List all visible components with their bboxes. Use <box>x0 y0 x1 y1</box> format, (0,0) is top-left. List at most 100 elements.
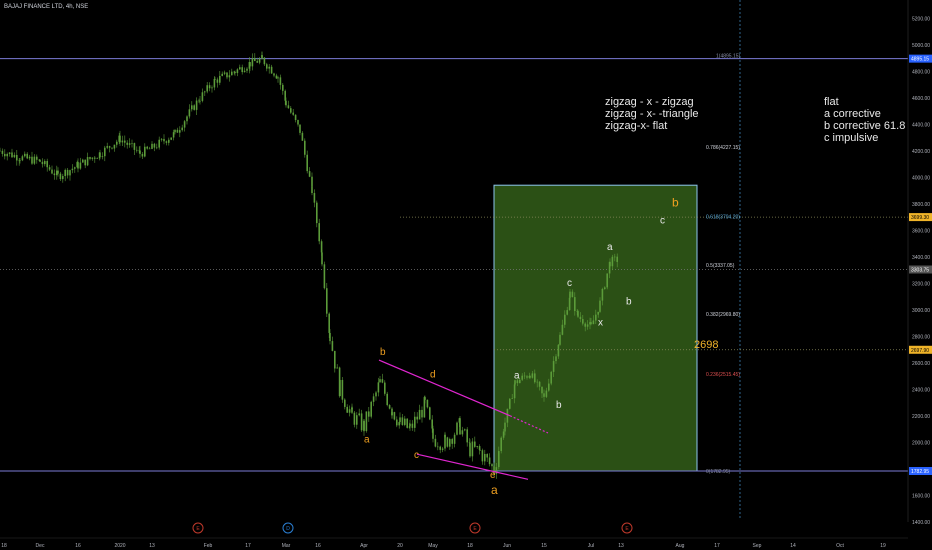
candle-body <box>13 154 16 158</box>
candle-body <box>170 137 172 140</box>
event-marker-label: E <box>196 526 200 532</box>
candle-body <box>126 142 128 145</box>
candle-body <box>144 146 146 157</box>
candle-body <box>586 324 589 327</box>
candle-body <box>24 153 26 157</box>
target-price-label: 2698 <box>694 339 718 351</box>
candle-body <box>228 75 231 78</box>
x-tick-label: Sep <box>753 543 762 549</box>
candle-body <box>236 69 239 74</box>
fib-level-label: 0.5(3337.05) <box>706 263 735 269</box>
candle-body <box>491 464 493 467</box>
candle-body <box>498 451 500 468</box>
candle-body <box>339 380 341 397</box>
candle-body <box>571 291 574 298</box>
event-marker <box>621 522 633 534</box>
candle-body <box>358 413 360 416</box>
candle-body <box>119 135 121 143</box>
candles <box>0 51 618 479</box>
candle-body <box>564 314 566 325</box>
x-tick-label: Jun <box>503 543 511 549</box>
candle-body <box>574 297 576 312</box>
candle-body <box>214 78 216 80</box>
price-badge-label: 3699.30 <box>911 215 929 221</box>
candle-body <box>270 66 273 74</box>
x-tick-label: 2020 <box>114 543 125 549</box>
candle-body <box>311 176 313 187</box>
target-box <box>493 184 698 472</box>
candle-body <box>294 114 297 121</box>
price-badge <box>909 265 932 274</box>
fib-level-label: 0.786(4227.15) <box>706 145 740 151</box>
candle-body <box>99 152 101 158</box>
candle-body <box>4 153 6 157</box>
candle-body <box>529 375 531 378</box>
candle-body <box>341 380 344 400</box>
candle-body <box>290 108 292 113</box>
candle-body <box>48 167 51 170</box>
candle-body <box>208 85 211 89</box>
candle-body <box>62 176 64 180</box>
candle-body <box>421 409 423 418</box>
candle-body <box>39 159 41 162</box>
candle-body <box>231 71 233 76</box>
candle-body <box>128 143 131 145</box>
wave-label: e <box>490 470 496 481</box>
candle-body <box>404 418 406 425</box>
candle-body <box>541 386 543 394</box>
y-tick-label: 2400.00 <box>912 387 930 393</box>
y-tick-label: 5000.00 <box>912 43 930 49</box>
candle-body <box>172 132 175 138</box>
candle-body <box>329 332 331 342</box>
candle-body <box>408 426 411 428</box>
candle-body <box>131 143 133 144</box>
candle-body <box>526 376 528 378</box>
candle-body <box>590 322 592 325</box>
candle-body <box>388 405 391 409</box>
candle-body <box>471 441 474 457</box>
candle-body <box>519 379 521 384</box>
price-badge <box>909 467 932 476</box>
candle-body <box>301 132 304 141</box>
candle-body <box>484 454 486 462</box>
candle-body <box>261 55 263 58</box>
event-marker-label: E <box>473 526 477 532</box>
y-tick-label: 3200.00 <box>912 281 930 287</box>
candle-body <box>411 423 414 428</box>
candle-body <box>193 105 195 110</box>
candle-body <box>336 367 338 369</box>
candle-body <box>444 434 446 449</box>
candle-body <box>299 124 301 133</box>
candle-body <box>254 57 256 62</box>
candle-body <box>59 173 62 180</box>
candle-body <box>459 418 461 435</box>
candle-body <box>113 144 116 149</box>
candle-body <box>424 397 426 400</box>
candle-body <box>186 116 188 122</box>
candle-body <box>604 287 606 289</box>
candle-body <box>51 169 53 174</box>
event-marker-label: E <box>625 526 629 532</box>
candle-body <box>504 422 506 432</box>
candle-body <box>353 412 356 425</box>
x-tick-label: 16 <box>75 543 81 549</box>
candle-body <box>368 411 370 417</box>
candle-body <box>216 79 219 83</box>
fib-level-label: 0.618(3704.20) <box>706 214 740 220</box>
candle-body <box>141 153 144 157</box>
candle-body <box>398 422 400 426</box>
candle-body <box>439 446 441 450</box>
candle-body <box>8 152 11 154</box>
candle-body <box>284 90 286 101</box>
candle-body <box>356 415 358 425</box>
candle-body <box>26 153 28 159</box>
candle-body <box>6 153 8 157</box>
candle-body <box>136 149 138 151</box>
wave-label: c <box>567 278 572 289</box>
candle-body <box>521 375 523 380</box>
candle-body <box>500 437 502 452</box>
candle-body <box>384 382 386 394</box>
candle-body <box>1 150 4 154</box>
